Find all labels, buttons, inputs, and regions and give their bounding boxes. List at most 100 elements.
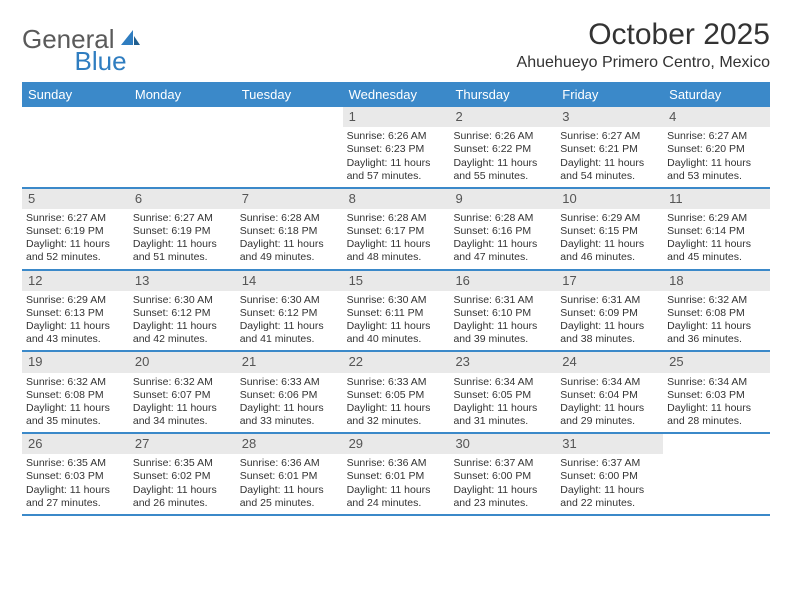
- calendar-day: 31Sunrise: 6:37 AMSunset: 6:00 PMDayligh…: [556, 434, 663, 514]
- weekday-header: Friday: [556, 82, 663, 107]
- sunrise-line: Sunrise: 6:34 AM: [560, 376, 659, 389]
- sunrise-line: Sunrise: 6:36 AM: [347, 457, 446, 470]
- sunrise-line: Sunrise: 6:35 AM: [133, 457, 232, 470]
- daylight-line: Daylight: 11 hours and 55 minutes.: [453, 157, 552, 183]
- logo: General Blue: [22, 24, 193, 55]
- daylight-line: Daylight: 11 hours and 46 minutes.: [560, 238, 659, 264]
- day-number: 8: [343, 189, 450, 209]
- calendar-day: 12Sunrise: 6:29 AMSunset: 6:13 PMDayligh…: [22, 271, 129, 351]
- calendar-day: 23Sunrise: 6:34 AMSunset: 6:05 PMDayligh…: [449, 352, 556, 432]
- calendar-day: 7Sunrise: 6:28 AMSunset: 6:18 PMDaylight…: [236, 189, 343, 269]
- sunset-line: Sunset: 6:00 PM: [453, 470, 552, 483]
- day-number: 22: [343, 352, 450, 372]
- calendar-day: 24Sunrise: 6:34 AMSunset: 6:04 PMDayligh…: [556, 352, 663, 432]
- weekday-header: Tuesday: [236, 82, 343, 107]
- calendar-day: 30Sunrise: 6:37 AMSunset: 6:00 PMDayligh…: [449, 434, 556, 514]
- sunrise-line: Sunrise: 6:29 AM: [667, 212, 766, 225]
- calendar-day: 25Sunrise: 6:34 AMSunset: 6:03 PMDayligh…: [663, 352, 770, 432]
- sunset-line: Sunset: 6:06 PM: [240, 389, 339, 402]
- sunrise-line: Sunrise: 6:34 AM: [667, 376, 766, 389]
- sunrise-line: Sunrise: 6:27 AM: [133, 212, 232, 225]
- sunset-line: Sunset: 6:18 PM: [240, 225, 339, 238]
- calendar-day: 3Sunrise: 6:27 AMSunset: 6:21 PMDaylight…: [556, 107, 663, 187]
- day-number: 7: [236, 189, 343, 209]
- weekday-header: Sunday: [22, 82, 129, 107]
- sunrise-line: Sunrise: 6:30 AM: [240, 294, 339, 307]
- daylight-line: Daylight: 11 hours and 52 minutes.: [26, 238, 125, 264]
- sunset-line: Sunset: 6:12 PM: [133, 307, 232, 320]
- day-number: 2: [449, 107, 556, 127]
- sunrise-line: Sunrise: 6:29 AM: [26, 294, 125, 307]
- calendar-day: 9Sunrise: 6:28 AMSunset: 6:16 PMDaylight…: [449, 189, 556, 269]
- daylight-line: Daylight: 11 hours and 35 minutes.: [26, 402, 125, 428]
- sunset-line: Sunset: 6:10 PM: [453, 307, 552, 320]
- daylight-line: Daylight: 11 hours and 53 minutes.: [667, 157, 766, 183]
- calendar-week-row: 12Sunrise: 6:29 AMSunset: 6:13 PMDayligh…: [22, 271, 770, 353]
- sunrise-line: Sunrise: 6:29 AM: [560, 212, 659, 225]
- sunset-line: Sunset: 6:20 PM: [667, 143, 766, 156]
- sunset-line: Sunset: 6:13 PM: [26, 307, 125, 320]
- sunset-line: Sunset: 6:09 PM: [560, 307, 659, 320]
- day-number: 10: [556, 189, 663, 209]
- day-number: 14: [236, 271, 343, 291]
- day-number: 24: [556, 352, 663, 372]
- calendar-day: 27Sunrise: 6:35 AMSunset: 6:02 PMDayligh…: [129, 434, 236, 514]
- day-number: 26: [22, 434, 129, 454]
- daylight-line: Daylight: 11 hours and 42 minutes.: [133, 320, 232, 346]
- sunrise-line: Sunrise: 6:32 AM: [26, 376, 125, 389]
- sunrise-line: Sunrise: 6:31 AM: [560, 294, 659, 307]
- calendar-day: 6Sunrise: 6:27 AMSunset: 6:19 PMDaylight…: [129, 189, 236, 269]
- day-number: 4: [663, 107, 770, 127]
- daylight-line: Daylight: 11 hours and 24 minutes.: [347, 484, 446, 510]
- logo-text-blue: Blue: [75, 46, 127, 77]
- daylight-line: Daylight: 11 hours and 48 minutes.: [347, 238, 446, 264]
- daylight-line: Daylight: 11 hours and 32 minutes.: [347, 402, 446, 428]
- weekday-header: Thursday: [449, 82, 556, 107]
- sunrise-line: Sunrise: 6:30 AM: [347, 294, 446, 307]
- sunset-line: Sunset: 6:01 PM: [240, 470, 339, 483]
- sunset-line: Sunset: 6:04 PM: [560, 389, 659, 402]
- sunset-line: Sunset: 6:07 PM: [133, 389, 232, 402]
- day-number: 21: [236, 352, 343, 372]
- day-number: 5: [22, 189, 129, 209]
- sunrise-line: Sunrise: 6:32 AM: [133, 376, 232, 389]
- daylight-line: Daylight: 11 hours and 39 minutes.: [453, 320, 552, 346]
- day-number: 17: [556, 271, 663, 291]
- sunset-line: Sunset: 6:05 PM: [347, 389, 446, 402]
- daylight-line: Daylight: 11 hours and 33 minutes.: [240, 402, 339, 428]
- sunset-line: Sunset: 6:00 PM: [560, 470, 659, 483]
- sunset-line: Sunset: 6:22 PM: [453, 143, 552, 156]
- daylight-line: Daylight: 11 hours and 40 minutes.: [347, 320, 446, 346]
- day-number: 13: [129, 271, 236, 291]
- daylight-line: Daylight: 11 hours and 38 minutes.: [560, 320, 659, 346]
- day-number: 27: [129, 434, 236, 454]
- calendar-day: 19Sunrise: 6:32 AMSunset: 6:08 PMDayligh…: [22, 352, 129, 432]
- day-number: 18: [663, 271, 770, 291]
- sunrise-line: Sunrise: 6:34 AM: [453, 376, 552, 389]
- weekday-header: Saturday: [663, 82, 770, 107]
- sunrise-line: Sunrise: 6:37 AM: [560, 457, 659, 470]
- location-text: Ahuehueyo Primero Centro, Mexico: [517, 54, 770, 72]
- calendar-day: 20Sunrise: 6:32 AMSunset: 6:07 PMDayligh…: [129, 352, 236, 432]
- calendar-day: 18Sunrise: 6:32 AMSunset: 6:08 PMDayligh…: [663, 271, 770, 351]
- day-number: 16: [449, 271, 556, 291]
- sunset-line: Sunset: 6:14 PM: [667, 225, 766, 238]
- calendar-week-row: 26Sunrise: 6:35 AMSunset: 6:03 PMDayligh…: [22, 434, 770, 516]
- sunrise-line: Sunrise: 6:35 AM: [26, 457, 125, 470]
- calendar-day: 2Sunrise: 6:26 AMSunset: 6:22 PMDaylight…: [449, 107, 556, 187]
- sunrise-line: Sunrise: 6:32 AM: [667, 294, 766, 307]
- weekday-header: Monday: [129, 82, 236, 107]
- daylight-line: Daylight: 11 hours and 27 minutes.: [26, 484, 125, 510]
- sunset-line: Sunset: 6:02 PM: [133, 470, 232, 483]
- daylight-line: Daylight: 11 hours and 23 minutes.: [453, 484, 552, 510]
- sunrise-line: Sunrise: 6:30 AM: [133, 294, 232, 307]
- sunrise-line: Sunrise: 6:33 AM: [347, 376, 446, 389]
- sunrise-line: Sunrise: 6:28 AM: [347, 212, 446, 225]
- month-title: October 2025: [517, 18, 770, 52]
- daylight-line: Daylight: 11 hours and 43 minutes.: [26, 320, 125, 346]
- daylight-line: Daylight: 11 hours and 54 minutes.: [560, 157, 659, 183]
- daylight-line: Daylight: 11 hours and 57 minutes.: [347, 157, 446, 183]
- day-number: 19: [22, 352, 129, 372]
- calendar-week-row: 19Sunrise: 6:32 AMSunset: 6:08 PMDayligh…: [22, 352, 770, 434]
- day-number: 30: [449, 434, 556, 454]
